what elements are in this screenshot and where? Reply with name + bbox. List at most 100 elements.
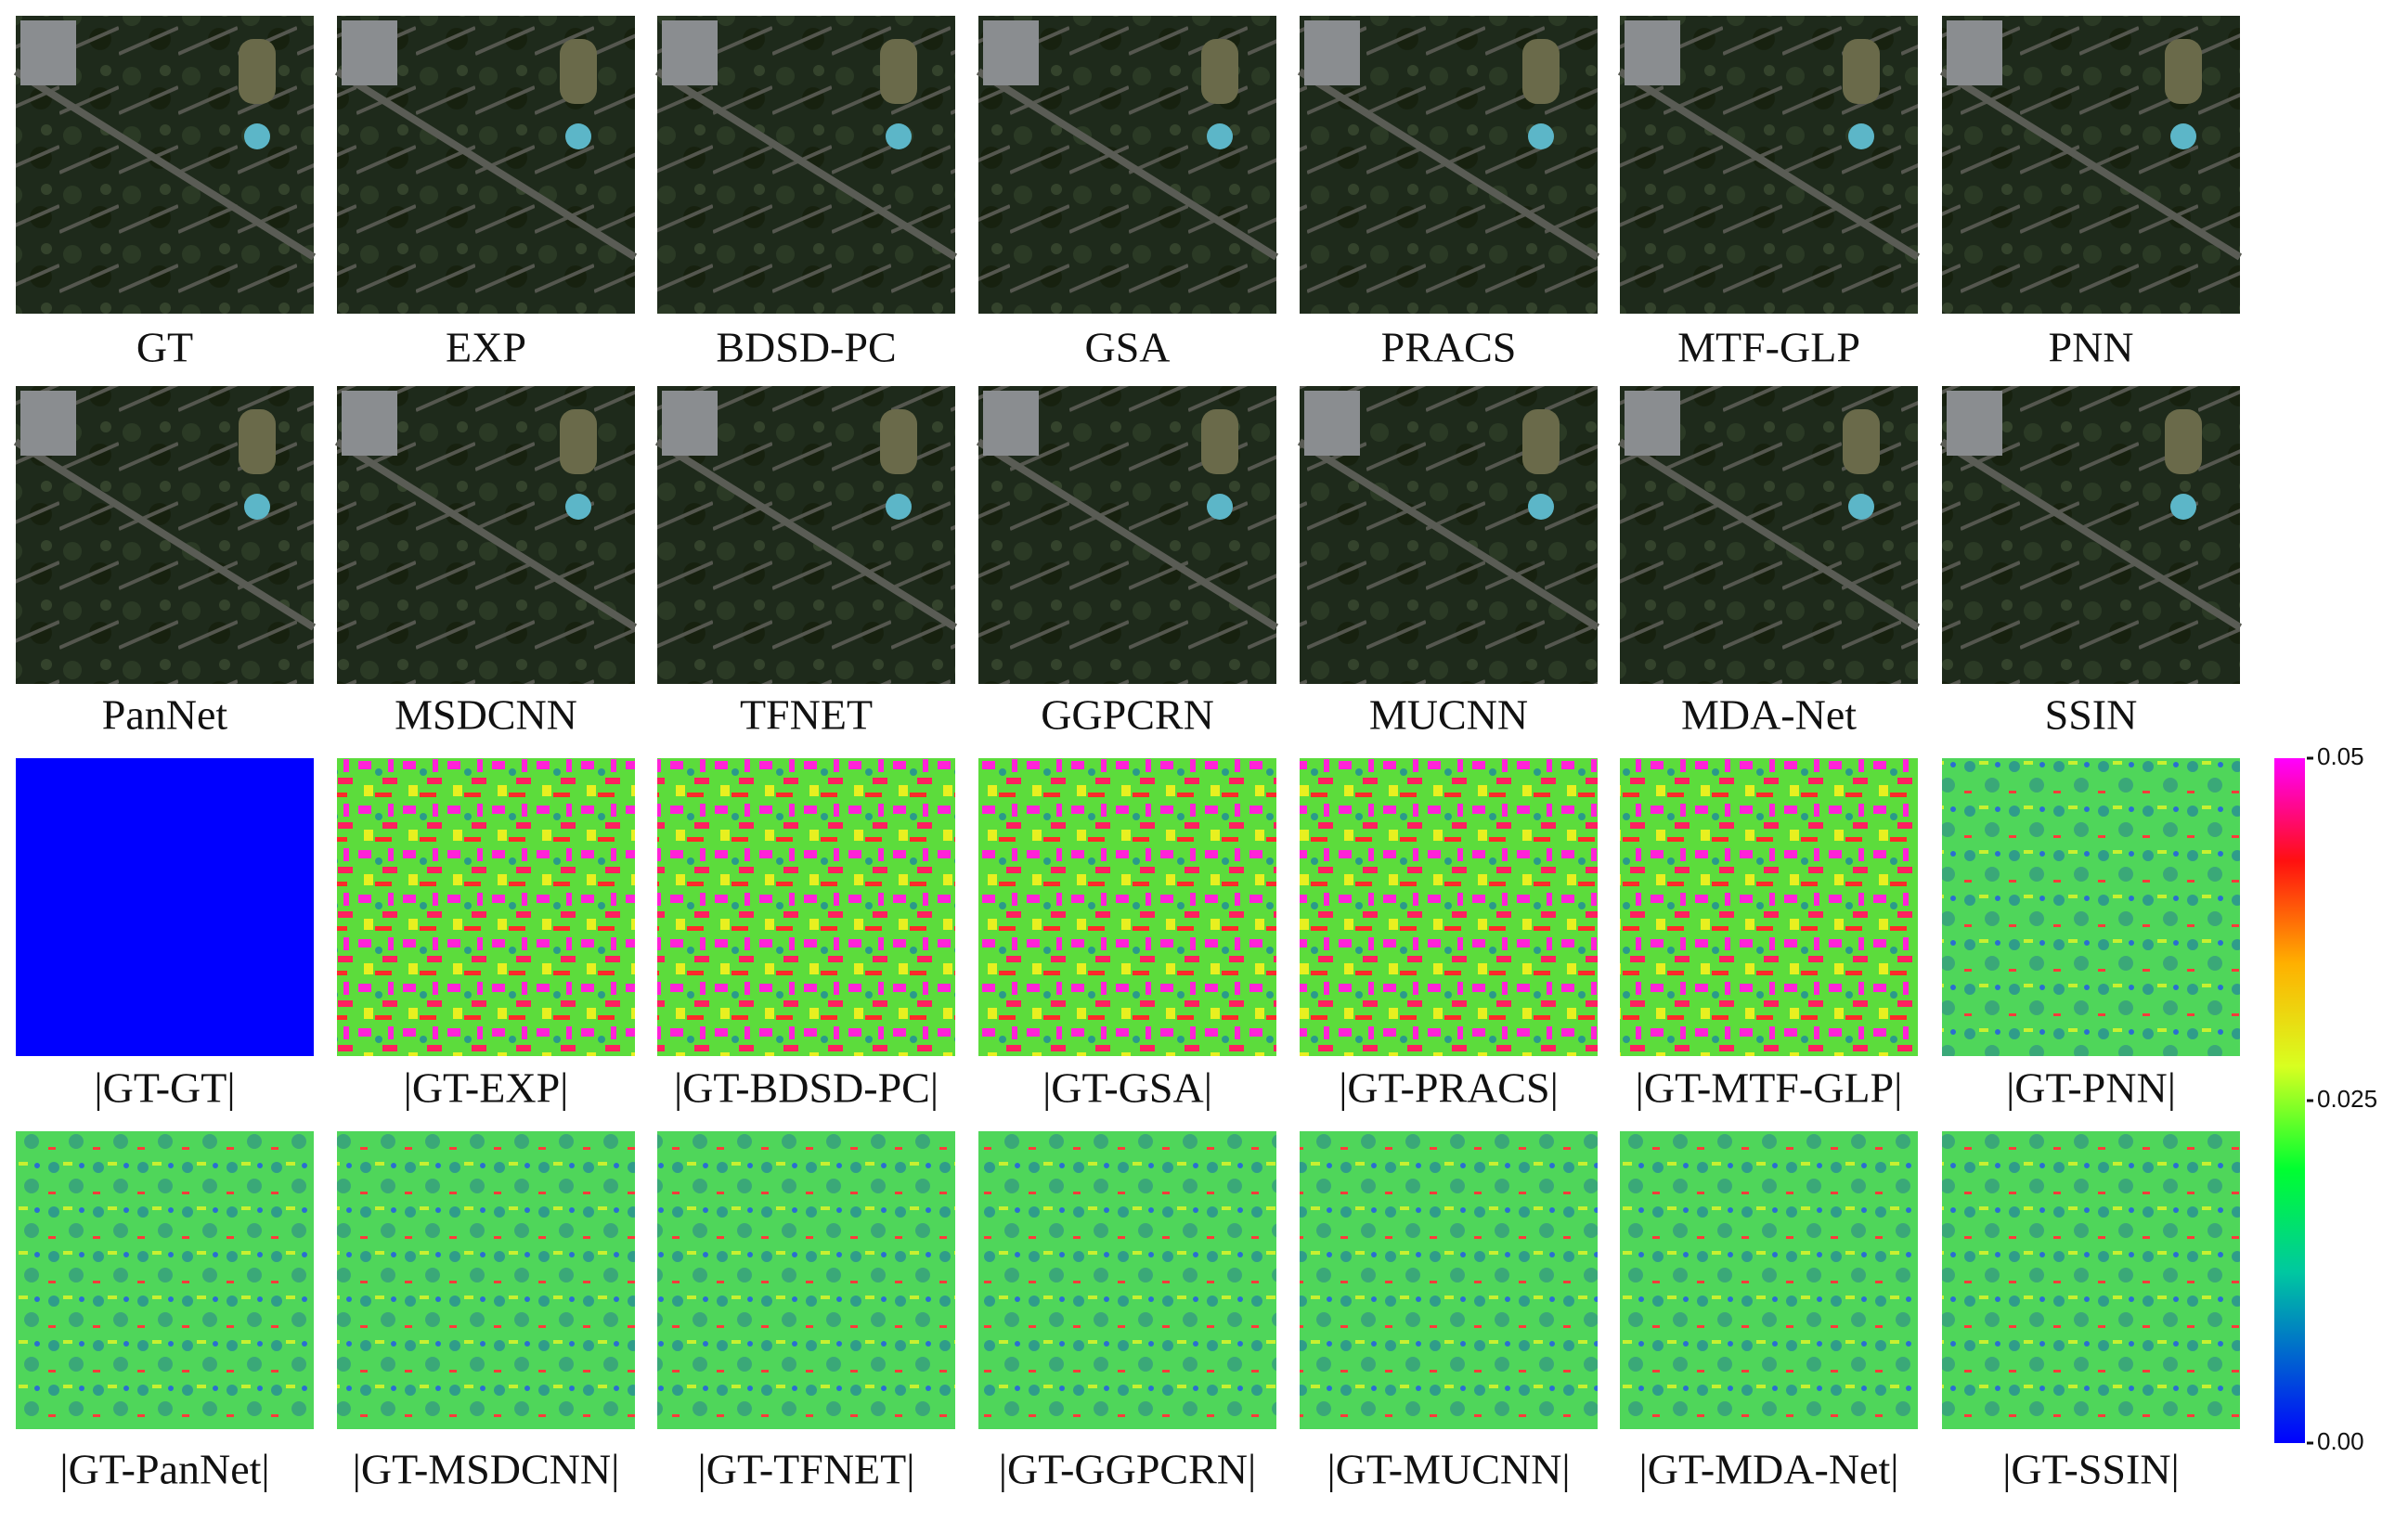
- image-label: |GT-GGPCRN|: [999, 1446, 1256, 1493]
- road: [976, 68, 1279, 261]
- field: [1201, 409, 1238, 474]
- image-label: |GT-PNN|: [2006, 1064, 2176, 1112]
- image-label: PanNet: [102, 691, 228, 739]
- fountain: [1848, 494, 1874, 520]
- image-label: TFNET: [740, 691, 873, 739]
- image-label: GT: [136, 324, 193, 371]
- colorbar-tick-label: 0.05: [2317, 742, 2364, 770]
- field: [1522, 409, 1560, 474]
- image-label: |GT-BDSD-PC|: [674, 1064, 939, 1112]
- field: [1843, 409, 1880, 474]
- building: [662, 391, 718, 456]
- fountain: [2170, 123, 2196, 149]
- image-label: GGPCRN: [1041, 691, 1214, 739]
- fountain: [1848, 123, 1874, 149]
- road: [1297, 438, 1600, 631]
- road: [1617, 438, 1921, 631]
- image-label: |GT-PRACS|: [1339, 1064, 1559, 1112]
- road: [334, 68, 638, 261]
- image-label: |GT-MUCNN|: [1327, 1446, 1570, 1493]
- field: [239, 39, 276, 104]
- image-label: |GT-GT|: [94, 1064, 235, 1112]
- building: [1625, 20, 1680, 85]
- road: [1939, 438, 2243, 631]
- colorbar-tick-label: 0.00: [2317, 1427, 2364, 1455]
- field: [560, 39, 597, 104]
- fountain: [1528, 494, 1554, 520]
- fountain: [886, 494, 912, 520]
- fountain: [244, 123, 270, 149]
- field: [2165, 409, 2202, 474]
- image-label: |GT-PanNet|: [59, 1446, 269, 1493]
- error-map: [1942, 758, 2240, 1056]
- error-map: [16, 758, 314, 1056]
- road: [13, 68, 317, 261]
- road: [976, 438, 1279, 631]
- building: [1625, 391, 1680, 456]
- building: [983, 391, 1039, 456]
- image-label: |GT-MDA-Net|: [1639, 1446, 1899, 1493]
- fountain: [886, 123, 912, 149]
- fountain: [565, 123, 591, 149]
- field: [239, 409, 276, 474]
- building: [1947, 20, 2002, 85]
- building: [983, 20, 1039, 85]
- fountain: [1528, 123, 1554, 149]
- error-map: [657, 758, 955, 1056]
- image-label: |GT-MSDCNN|: [353, 1446, 620, 1493]
- field: [2165, 39, 2202, 104]
- error-map: [1942, 1131, 2240, 1429]
- image-label: |GT-EXP|: [404, 1064, 569, 1112]
- error-map: [1620, 758, 1918, 1056]
- colorbar-tick-label: 0.025: [2317, 1085, 2377, 1113]
- image-label: |GT-SSIN|: [2002, 1446, 2180, 1493]
- error-map: [657, 1131, 955, 1429]
- error-map: [978, 758, 1276, 1056]
- image-label: MDA-Net: [1681, 691, 1857, 739]
- fountain: [2170, 494, 2196, 520]
- road: [13, 438, 317, 631]
- road: [1297, 68, 1600, 261]
- building: [662, 20, 718, 85]
- road: [654, 68, 958, 261]
- field: [880, 409, 917, 474]
- building: [1304, 391, 1360, 456]
- colorbar: [2274, 758, 2305, 1443]
- image-label: |GT-TFNET|: [698, 1446, 915, 1493]
- error-map: [1300, 758, 1598, 1056]
- field: [1843, 39, 1880, 104]
- image-label: EXP: [446, 324, 526, 371]
- image-label: MTF-GLP: [1677, 324, 1860, 371]
- fountain: [244, 494, 270, 520]
- error-map: [978, 1131, 1276, 1429]
- road: [1939, 68, 2243, 261]
- fountain: [565, 494, 591, 520]
- error-map: [1300, 1131, 1598, 1429]
- image-label: PNN: [2048, 324, 2133, 371]
- image-label: SSIN: [2045, 691, 2138, 739]
- image-label: MUCNN: [1369, 691, 1528, 739]
- image-label: GSA: [1084, 324, 1170, 371]
- building: [1304, 20, 1360, 85]
- image-label: PRACS: [1381, 324, 1517, 371]
- image-label: |GT-GSA|: [1042, 1064, 1212, 1112]
- field: [1522, 39, 1560, 104]
- field: [880, 39, 917, 104]
- building: [1947, 391, 2002, 456]
- image-label: BDSD-PC: [716, 324, 896, 371]
- building: [342, 20, 397, 85]
- building: [20, 391, 76, 456]
- field: [1201, 39, 1238, 104]
- image-label: |GT-MTF-GLP|: [1636, 1064, 1903, 1112]
- fountain: [1207, 123, 1233, 149]
- road: [654, 438, 958, 631]
- building: [20, 20, 76, 85]
- error-map: [337, 1131, 635, 1429]
- field: [560, 409, 597, 474]
- error-map: [337, 758, 635, 1056]
- error-map: [16, 1131, 314, 1429]
- road: [1617, 68, 1921, 261]
- building: [342, 391, 397, 456]
